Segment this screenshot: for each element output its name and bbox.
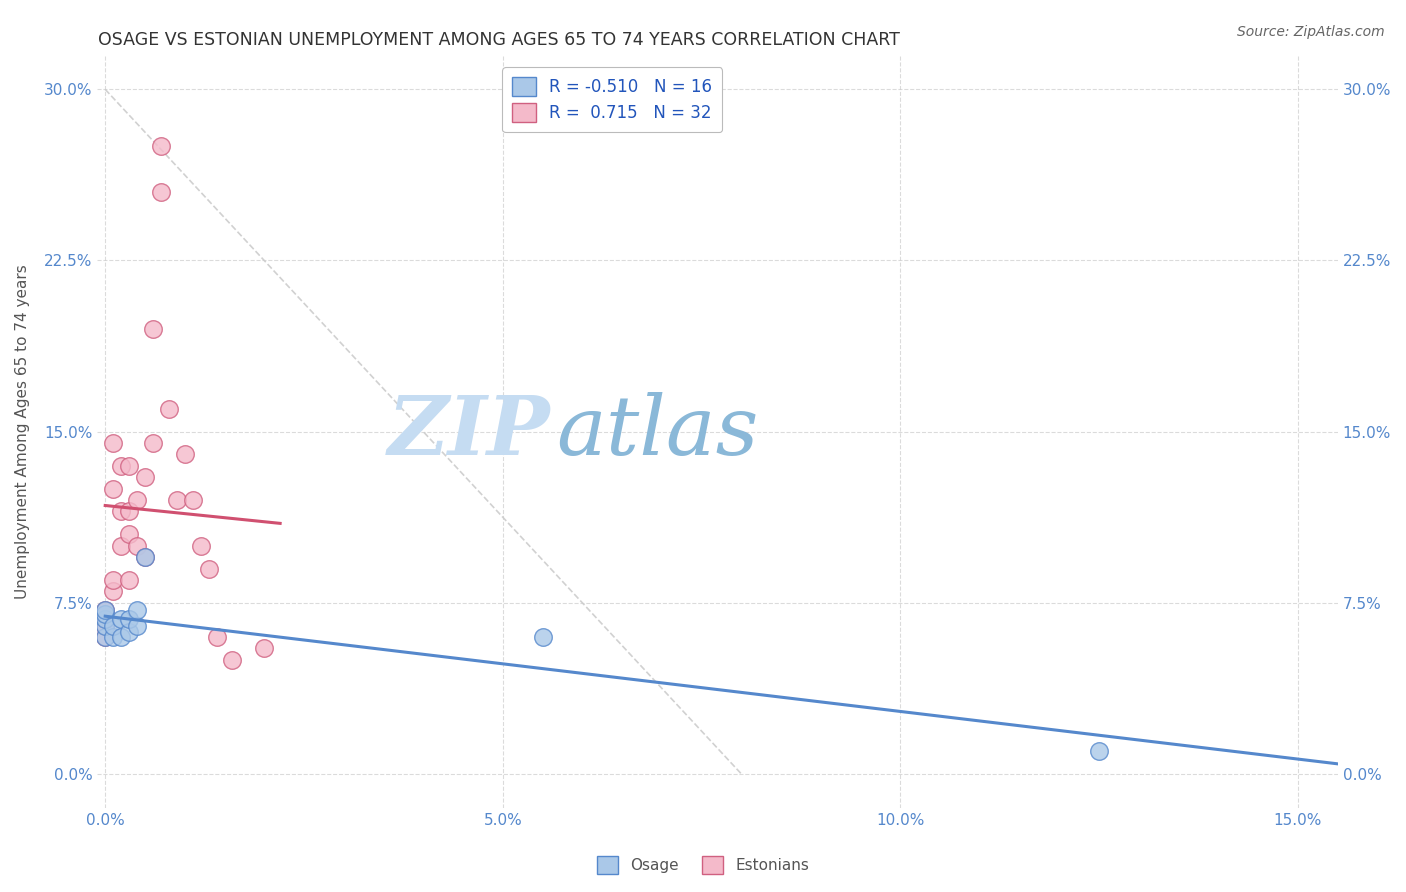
- Text: ZIP: ZIP: [388, 392, 550, 472]
- Point: [94, 602, 117, 616]
- Point: [166, 493, 188, 508]
- Point: [125, 602, 148, 616]
- Point: [118, 573, 141, 587]
- Point: [157, 401, 180, 416]
- Point: [94, 607, 117, 621]
- Point: [110, 612, 132, 626]
- Point: [118, 527, 141, 541]
- Point: [253, 641, 276, 656]
- Legend: Osage, Estonians: Osage, Estonians: [591, 850, 815, 880]
- Text: Source: ZipAtlas.com: Source: ZipAtlas.com: [1237, 25, 1385, 39]
- Point: [149, 139, 172, 153]
- Point: [101, 482, 124, 496]
- Point: [94, 612, 117, 626]
- Point: [118, 504, 141, 518]
- Point: [94, 602, 117, 616]
- Point: [101, 618, 124, 632]
- Point: [94, 630, 117, 644]
- Point: [110, 458, 132, 473]
- Point: [1088, 744, 1111, 758]
- Text: OSAGE VS ESTONIAN UNEMPLOYMENT AMONG AGES 65 TO 74 YEARS CORRELATION CHART: OSAGE VS ESTONIAN UNEMPLOYMENT AMONG AGE…: [98, 31, 900, 49]
- Point: [118, 625, 141, 640]
- Point: [197, 561, 219, 575]
- Y-axis label: Unemployment Among Ages 65 to 74 years: Unemployment Among Ages 65 to 74 years: [15, 264, 30, 599]
- Point: [181, 493, 204, 508]
- Point: [94, 618, 117, 632]
- Point: [142, 322, 165, 336]
- Point: [110, 539, 132, 553]
- Point: [221, 653, 243, 667]
- Point: [94, 630, 117, 644]
- Point: [118, 612, 141, 626]
- Point: [134, 550, 156, 565]
- Point: [125, 493, 148, 508]
- Text: atlas: atlas: [557, 392, 759, 472]
- Point: [125, 618, 148, 632]
- Point: [101, 584, 124, 599]
- Point: [149, 185, 172, 199]
- Point: [101, 630, 124, 644]
- Point: [110, 504, 132, 518]
- Point: [125, 539, 148, 553]
- Point: [118, 458, 141, 473]
- Point: [101, 573, 124, 587]
- Point: [190, 539, 212, 553]
- Point: [94, 612, 117, 626]
- Legend: R = -0.510   N = 16, R =  0.715   N = 32: R = -0.510 N = 16, R = 0.715 N = 32: [502, 67, 721, 132]
- Point: [134, 550, 156, 565]
- Point: [142, 436, 165, 450]
- Point: [531, 630, 554, 644]
- Point: [134, 470, 156, 484]
- Point: [101, 436, 124, 450]
- Point: [173, 447, 195, 461]
- Point: [110, 630, 132, 644]
- Point: [205, 630, 228, 644]
- Point: [94, 618, 117, 632]
